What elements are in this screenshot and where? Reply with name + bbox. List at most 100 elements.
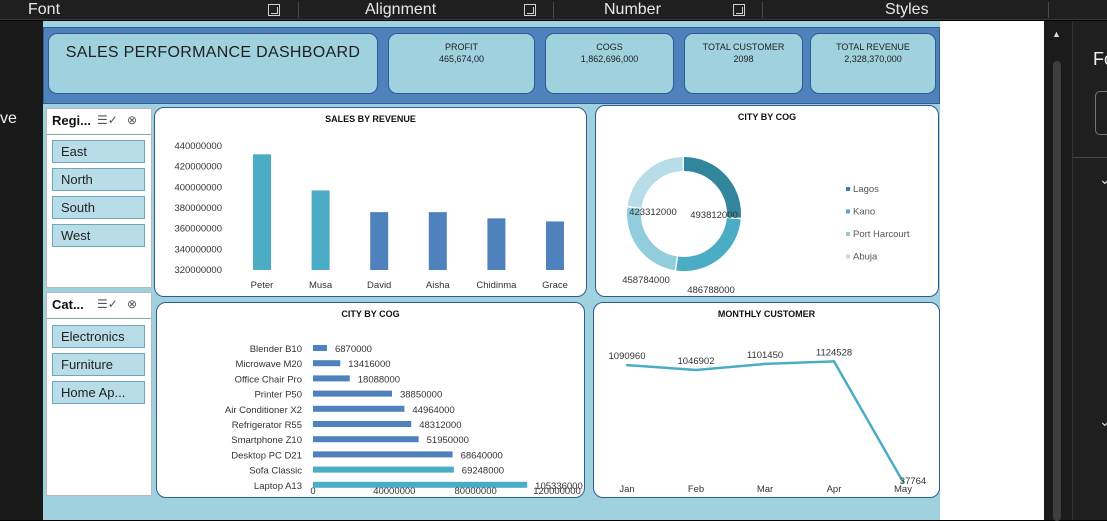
data-point — [763, 362, 767, 366]
kpi-card-total-customer[interactable]: TOTAL CUSTOMER 2098 — [684, 33, 803, 94]
data-line — [626, 360, 905, 483]
pane-control[interactable] — [1095, 91, 1107, 135]
kpi-label: TOTAL CUSTOMER — [702, 42, 785, 52]
vertical-scrollbar[interactable]: ▲ — [1044, 21, 1072, 521]
slicer-item[interactable]: South — [52, 196, 145, 219]
data-label: 69248000 — [462, 466, 504, 477]
x-tick-label: Jan — [619, 484, 634, 495]
x-tick-label: 80000000 — [455, 486, 497, 497]
bar — [487, 218, 506, 270]
ribbon-group-alignment[interactable]: Alignment — [365, 1, 437, 18]
y-tick-label: 380000000 — [174, 203, 222, 214]
slicer-header: Cat... ☰✓ ⊗ — [47, 293, 151, 319]
x-tick-label: 0 — [310, 486, 315, 497]
bar — [313, 345, 327, 351]
chevron-down-icon[interactable]: ⌄ — [1099, 413, 1107, 429]
data-label: 48312000 — [419, 420, 461, 431]
chart-title: SALES BY REVENUE — [325, 114, 416, 124]
x-tick-label: Aisha — [426, 280, 450, 291]
product-cog-bar-chart[interactable]: CITY BY COG Blender B10 6870000 Microwave … — [156, 302, 585, 498]
multi-select-icon[interactable]: ☰✓ — [97, 113, 118, 127]
data-label: 6870000 — [335, 344, 372, 355]
bar — [370, 212, 389, 270]
bar — [311, 190, 330, 270]
y-tick-label: Refrigerator R55 — [232, 420, 302, 431]
slicer-item[interactable]: Electronics — [52, 325, 145, 348]
bar — [313, 466, 454, 473]
slicer-item[interactable]: East — [52, 140, 145, 163]
pane-divider — [1073, 157, 1107, 158]
worksheet-blank-area — [940, 21, 1044, 520]
dashboard-sheet: SALES PERFORMANCE DASHBOARD PROFIT 465,6… — [43, 21, 940, 520]
region-slicer: Regi... ☰✓ ⊗ East North South West — [46, 108, 152, 288]
x-tick-label: Musa — [309, 280, 333, 291]
y-tick-label: Sofa Classic — [249, 466, 302, 477]
ribbon: Font Alignment Number Styles — [0, 0, 1107, 20]
ribbon-group-number[interactable]: Number — [604, 1, 661, 18]
y-tick-label: Printer P50 — [254, 390, 302, 401]
data-label: 1124528 — [816, 347, 852, 358]
left-pane: ve — [0, 21, 43, 520]
data-label: 37764 — [900, 476, 926, 487]
category-slicer: Cat... ☰✓ ⊗ Electronics Furniture Home A… — [46, 292, 152, 496]
donut-svg: 493812000 486788000 458784000 423312000 Lago… — [622, 157, 910, 296]
ribbon-group-font[interactable]: Font — [28, 1, 61, 18]
x-tick-label: Apr — [827, 484, 842, 495]
y-tick-label: 320000000 — [174, 265, 222, 276]
slicer-item[interactable]: Home Ap... — [52, 381, 145, 404]
monthly-customer-line-chart[interactable]: MONTHLY CUSTOMER 1090960 1046902 1101450 11… — [593, 302, 940, 498]
font-dialog-launcher-icon[interactable] — [268, 4, 280, 16]
slicer-item[interactable]: Furniture — [52, 353, 145, 376]
chart-title: CITY BY COG — [341, 309, 400, 319]
scroll-up-icon[interactable]: ▲ — [1052, 29, 1061, 39]
sales-by-revenue-chart[interactable]: SALES BY REVENUE 440000000 420000000 40000… — [154, 107, 587, 297]
ribbon-separator — [762, 2, 763, 18]
line-svg: 1090960 1046902 1101450 1124528 37764 Jan Feb M… — [609, 347, 927, 495]
data-label: 44964000 — [412, 405, 454, 416]
data-label: 486788000 — [687, 285, 735, 296]
bar — [313, 481, 528, 488]
legend-label: Port Harcourt — [853, 229, 910, 240]
x-tick-label: 120000000 — [533, 486, 581, 497]
kpi-card-profit[interactable]: PROFIT 465,674,00 — [388, 33, 535, 94]
chart-title: CITY BY COG — [737, 112, 797, 122]
slicer-item[interactable]: North — [52, 168, 145, 191]
data-label: 458784000 — [622, 275, 670, 286]
clear-filter-icon[interactable]: ⊗ — [127, 297, 138, 311]
ribbon-group-styles[interactable]: Styles — [885, 1, 929, 18]
header-band: SALES PERFORMANCE DASHBOARD PROFIT 465,6… — [43, 27, 940, 104]
data-point — [901, 480, 905, 484]
bar — [428, 212, 447, 270]
kpi-card-cogs[interactable]: COGS 1,862,696,000 — [545, 33, 674, 94]
city-by-cog-donut-chart[interactable]: CITY BY COG 493812000 486788000 458784000 4… — [595, 105, 939, 297]
ribbon-separator — [298, 2, 299, 18]
y-tick-label: 440000000 — [174, 141, 222, 152]
kpi-label: PROFIT — [445, 42, 478, 52]
y-tick-label: Desktop PC D21 — [231, 450, 302, 461]
left-pane-text: ve — [0, 110, 17, 127]
kpi-value: 465,674,00 — [438, 54, 485, 64]
number-dialog-launcher-icon[interactable] — [733, 4, 745, 16]
bar — [313, 375, 350, 382]
x-tick-label: Peter — [251, 280, 274, 291]
scroll-thumb[interactable] — [1053, 61, 1061, 521]
pane-title: Fo — [1093, 49, 1107, 69]
alignment-dialog-launcher-icon[interactable] — [524, 4, 536, 16]
y-tick-label: Microwave M20 — [235, 359, 302, 370]
slicer-header: Regi... ☰✓ ⊗ — [47, 109, 151, 135]
dashboard-title-card[interactable]: SALES PERFORMANCE DASHBOARD — [48, 33, 378, 94]
y-tick-label: Smartphone Z10 — [231, 435, 302, 446]
multi-select-icon[interactable]: ☰✓ — [97, 297, 118, 311]
y-tick-label: Laptop A13 — [254, 481, 302, 492]
slicer-item[interactable]: West — [52, 224, 145, 247]
legend-label: Abuja — [853, 252, 878, 263]
y-tick-label: Air Conditioner X2 — [225, 405, 302, 416]
ribbon-separator — [1048, 2, 1049, 18]
sales-bar-svg: 440000000 420000000 400000000 380000000 3600… — [174, 141, 568, 291]
legend-swatch — [846, 232, 850, 236]
x-tick-label: Mar — [757, 484, 773, 495]
kpi-card-total-revenue[interactable]: TOTAL REVENUE 2,328,370,000 — [810, 33, 936, 94]
clear-filter-icon[interactable]: ⊗ — [127, 113, 138, 127]
data-label: 1046902 — [678, 356, 715, 367]
chevron-down-icon[interactable]: ⌄ — [1099, 171, 1107, 187]
